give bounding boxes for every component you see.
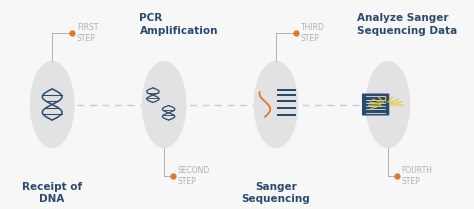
FancyBboxPatch shape [362, 93, 389, 116]
Bar [277, 107, 296, 109]
Text: Receipt of
DNA: Receipt of DNA [22, 182, 82, 204]
Ellipse shape [30, 61, 74, 148]
Text: Sanger
Sequencing: Sanger Sequencing [242, 182, 310, 204]
Ellipse shape [365, 61, 410, 148]
Bar [277, 89, 296, 91]
Text: FIRST
STEP: FIRST STEP [77, 23, 98, 43]
Bar [277, 114, 296, 116]
Text: THIRD
STEP: THIRD STEP [301, 23, 325, 43]
Bar [277, 100, 296, 102]
Bar [277, 94, 296, 96]
Text: SECOND
STEP: SECOND STEP [178, 166, 210, 186]
Text: Analyze Sanger
Sequencing Data: Analyze Sanger Sequencing Data [356, 13, 457, 36]
Text: FOURTH
STEP: FOURTH STEP [401, 166, 432, 186]
Ellipse shape [254, 61, 299, 148]
Ellipse shape [142, 61, 186, 148]
Text: PCR
Amplification: PCR Amplification [139, 13, 218, 36]
